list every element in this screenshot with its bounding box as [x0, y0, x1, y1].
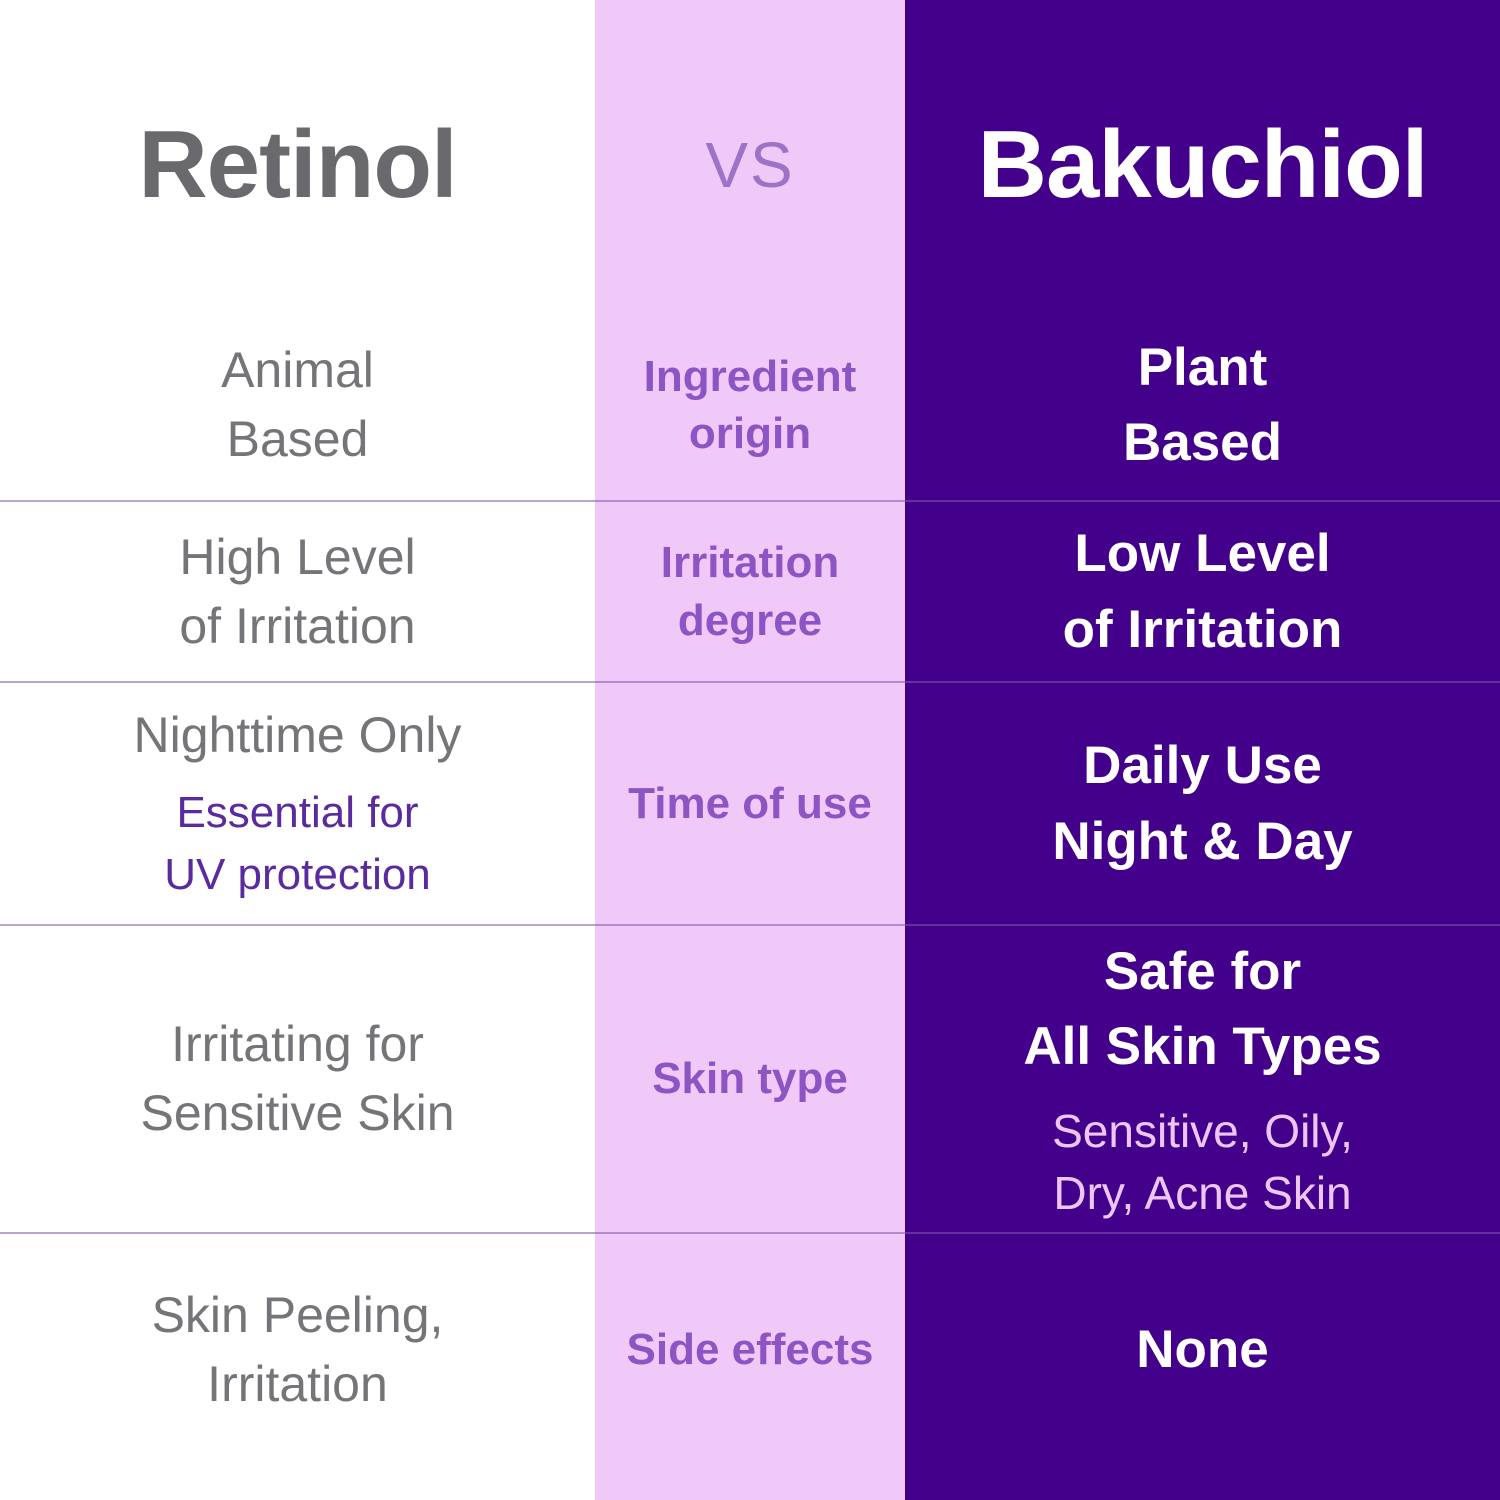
header-row: Retinol VS Bakuchiol [0, 0, 1500, 330]
row-skin-type: Irritating for Sensitive Skin Skin type … [0, 924, 1500, 1232]
category-time-of-use-label: Time of use [628, 778, 872, 828]
retinol-column-background [0, 0, 595, 1500]
category-irritation-degree-label: Irritation degree [660, 538, 840, 645]
bakuchiol-title: Bakuchiol [977, 111, 1429, 218]
retinol-ingredient-origin-cell: Animal Based [0, 330, 595, 500]
bakuchiol-side-effects-cell: None [905, 1234, 1500, 1500]
bakuchiol-skin-type-note: Sensitive, Oily, Dry, Acne Skin [1052, 1105, 1353, 1220]
category-ingredient-origin-cell: Ingredient origin [595, 330, 905, 500]
category-skin-type-label: Skin type [652, 1054, 848, 1104]
retinol-time-of-use-value: Nighttime Only [133, 706, 462, 763]
bakuchiol-skin-type-value: Safe for All Skin Types [1023, 941, 1382, 1076]
category-time-of-use-cell: Time of use [595, 683, 905, 924]
bakuchiol-irritation-degree-value: Low Level of Irritation [1062, 524, 1343, 659]
retinol-skin-type-value: Irritating for Sensitive Skin [140, 1016, 455, 1141]
bakuchiol-ingredient-origin-cell: Plant Based [905, 330, 1500, 500]
bakuchiol-time-of-use-value: Daily Use Night & Day [1052, 736, 1353, 871]
category-skin-type-cell: Skin type [595, 926, 905, 1232]
retinol-irritation-degree-value: High Level of Irritation [179, 528, 416, 654]
category-irritation-degree-cell: Irritation degree [595, 502, 905, 681]
category-side-effects-label: Side effects [626, 1325, 874, 1375]
bakuchiol-column-background [905, 0, 1500, 1500]
vs-cell: VS [595, 0, 905, 330]
bakuchiol-time-of-use-cell: Daily Use Night & Day [905, 683, 1500, 924]
retinol-skin-type-cell: Irritating for Sensitive Skin [0, 926, 595, 1232]
bakuchiol-side-effects-value: None [1136, 1320, 1269, 1380]
retinol-time-of-use-note: Essential for UV protection [164, 787, 431, 899]
retinol-ingredient-origin-value: Animal Based [221, 342, 374, 467]
category-side-effects-cell: Side effects [595, 1234, 905, 1500]
category-ingredient-origin-label: Ingredient origin [643, 351, 857, 458]
row-side-effects: Skin Peeling, Irritation Side effects No… [0, 1232, 1500, 1500]
row-ingredient-origin: Animal Based Ingredient origin Plant Bas… [0, 330, 1500, 500]
retinol-side-effects-value: Skin Peeling, Irritation [151, 1287, 444, 1412]
retinol-header-cell: Retinol [0, 0, 595, 330]
retinol-time-of-use-cell: Nighttime Only Essential for UV protecti… [0, 683, 595, 924]
bakuchiol-skin-type-cell: Safe for All Skin Types Sensitive, Oily,… [905, 926, 1500, 1232]
row-time-of-use: Nighttime Only Essential for UV protecti… [0, 681, 1500, 924]
row-irritation-degree: High Level of Irritation Irritation degr… [0, 500, 1500, 681]
bakuchiol-ingredient-origin-value: Plant Based [1122, 337, 1283, 472]
vs-label: VS [705, 129, 795, 201]
retinol-irritation-degree-cell: High Level of Irritation [0, 502, 595, 681]
bakuchiol-header-cell: Bakuchiol [905, 0, 1500, 330]
bakuchiol-irritation-degree-cell: Low Level of Irritation [905, 502, 1500, 681]
retinol-title: Retinol [138, 111, 457, 218]
retinol-side-effects-cell: Skin Peeling, Irritation [0, 1234, 595, 1500]
category-column-background [595, 0, 905, 1500]
